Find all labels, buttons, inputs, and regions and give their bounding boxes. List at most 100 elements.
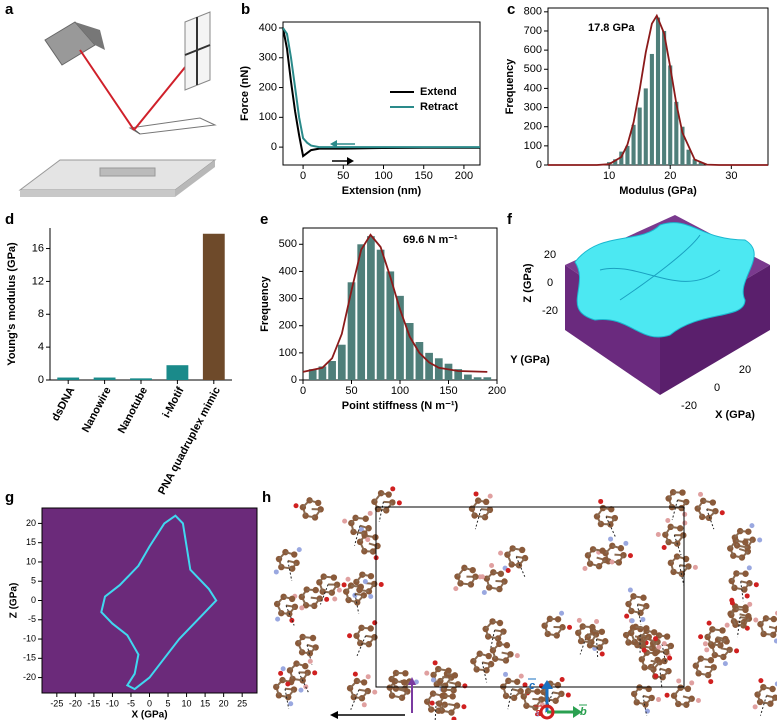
y-tick-label: 20: [26, 518, 36, 528]
h-bond: [489, 630, 496, 651]
atom: [443, 670, 451, 677]
x-axis-label: Point stiffness (N m⁻¹): [342, 400, 459, 412]
atom: [482, 498, 490, 506]
bar: [405, 323, 414, 380]
x-tick-label: 100: [391, 385, 409, 397]
atom: [312, 586, 319, 594]
atom: [554, 616, 562, 623]
panel-letter: c: [507, 1, 515, 18]
h-bond: [740, 581, 744, 602]
atom: [513, 678, 521, 685]
atom: [706, 620, 712, 626]
h-bond: [287, 560, 293, 581]
line: [282, 27, 480, 149]
x-tick-label: 100: [374, 170, 392, 182]
y-tick-label: 100: [259, 111, 277, 123]
y-tick-label: 300: [524, 101, 542, 113]
bar: [337, 344, 346, 380]
y-tick-label: -5: [28, 614, 36, 624]
atom: [684, 685, 692, 693]
bar: [643, 88, 648, 165]
bar: [613, 159, 618, 165]
atom: [747, 601, 753, 607]
axis-label: 0: [714, 382, 720, 394]
atom: [682, 520, 688, 526]
atom: [430, 677, 436, 683]
atom: [365, 674, 371, 680]
atom: [518, 546, 526, 554]
axis-label: -20: [681, 400, 697, 412]
bar: [396, 295, 404, 380]
atom: [676, 678, 682, 684]
x-tick-label: Nanowire: [80, 385, 114, 434]
atom: [306, 497, 313, 504]
atom: [496, 619, 504, 627]
h-bond: [642, 695, 648, 716]
atom: [752, 704, 758, 710]
atom: [296, 547, 302, 553]
y-tick-label: -20: [23, 672, 36, 682]
y-axis-label: Force (nN): [239, 66, 251, 121]
atom: [462, 683, 468, 689]
atom: [661, 657, 668, 665]
atom: [653, 636, 659, 642]
crystal-structure: [273, 486, 777, 720]
atom: [361, 702, 367, 708]
bar: [473, 377, 482, 380]
x-axis-label: Modulus (GPa): [619, 185, 697, 197]
atom: [341, 582, 347, 588]
atom: [489, 618, 496, 625]
atom: [749, 523, 755, 529]
atom: [359, 571, 366, 578]
bar: [444, 363, 453, 380]
h-bond: [319, 584, 329, 605]
x-tick-label: 0: [147, 698, 152, 708]
bar: [662, 30, 667, 165]
axis-label: a: [535, 707, 541, 719]
h-bond: [507, 688, 513, 710]
atom: [489, 562, 495, 568]
atom: [391, 678, 399, 685]
atom: [503, 671, 509, 677]
atom: [378, 582, 384, 588]
atom: [441, 692, 448, 700]
bar: [692, 159, 697, 165]
surface-3d: [565, 215, 770, 395]
atom: [664, 692, 670, 698]
atom: [598, 498, 604, 504]
curve: [100, 514, 218, 691]
y-tick-label: 600: [524, 44, 542, 56]
atom: [390, 486, 396, 492]
atom: [640, 594, 647, 601]
bar: [93, 377, 116, 380]
atom: [479, 574, 485, 580]
atom: [368, 594, 374, 600]
atom: [719, 510, 725, 516]
y-tick-label: 12: [32, 275, 44, 287]
y-tick-label: 0: [291, 374, 297, 386]
bar: [415, 342, 424, 380]
x-tick-label: 50: [337, 170, 349, 182]
atom: [746, 565, 752, 571]
y-tick-label: 400: [524, 82, 542, 94]
h-bond: [579, 634, 588, 655]
atom: [598, 628, 606, 635]
atom: [357, 583, 365, 591]
atom: [449, 693, 456, 700]
y-tick-label: 0: [536, 159, 542, 171]
atom: [358, 526, 364, 532]
atom: [485, 652, 492, 660]
y-axis-label: Frequency: [504, 58, 516, 115]
panel-letter: a: [5, 1, 14, 18]
atom: [518, 673, 524, 679]
bar: [357, 244, 366, 380]
atom: [282, 548, 289, 556]
bar: [425, 352, 433, 380]
bar: [698, 162, 703, 165]
atom: [629, 618, 635, 624]
atom: [424, 670, 430, 676]
y-tick-label: 0: [38, 374, 44, 386]
bar: [57, 377, 80, 380]
plot-background: [42, 508, 257, 693]
h-bond: [354, 593, 360, 614]
